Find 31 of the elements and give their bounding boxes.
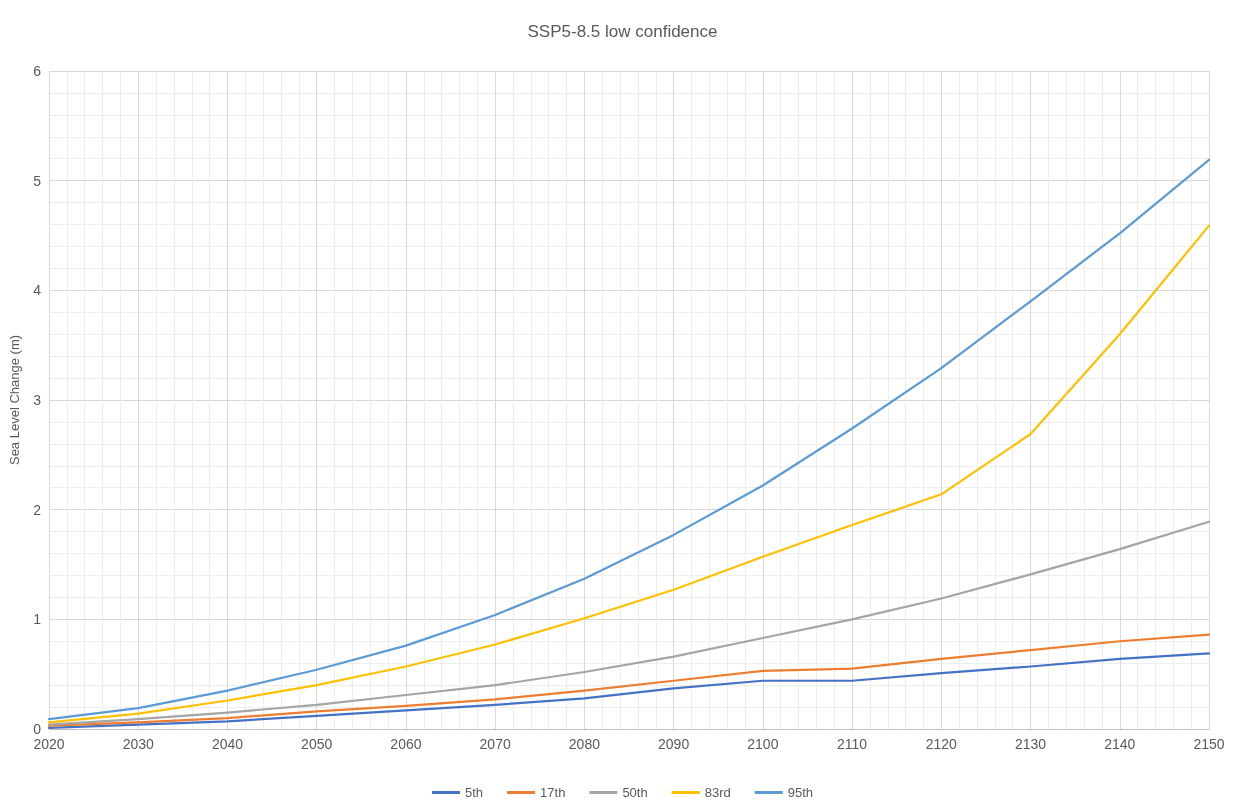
legend-label: 17th xyxy=(540,785,566,800)
x-tick-label: 2050 xyxy=(301,736,333,752)
y-tick-label: 5 xyxy=(33,172,42,189)
line-series xyxy=(47,520,1211,726)
y-tick-label: 3 xyxy=(33,392,42,408)
x-tick-label: 2100 xyxy=(747,736,779,752)
chart-title: SSP5-8.5 low confidence xyxy=(527,22,718,41)
x-tick-label: 2060 xyxy=(390,736,422,752)
x-tick-label: 2150 xyxy=(1193,736,1225,752)
line-series xyxy=(47,652,1211,729)
legend-label: 50th xyxy=(622,785,648,800)
x-tick-label: 2040 xyxy=(211,736,244,752)
legend-label: 95th xyxy=(787,785,814,800)
line-series xyxy=(47,633,1211,727)
y-tick-label: 4 xyxy=(33,282,42,299)
x-tick-label: 2130 xyxy=(1014,736,1047,752)
y-axis-title: Sea Level Change (m) xyxy=(7,334,22,466)
x-tick-label: 2090 xyxy=(658,736,690,752)
x-tick-label: 2070 xyxy=(479,736,511,752)
x-tick-label: 2120 xyxy=(925,736,958,752)
y-tick-label: 0 xyxy=(33,721,42,737)
x-tick-label: 2020 xyxy=(33,736,65,752)
x-tick-label: 2080 xyxy=(568,736,601,752)
y-tick-label: 2 xyxy=(33,501,42,518)
x-tick-label: 2030 xyxy=(122,736,155,752)
y-tick-label: 1 xyxy=(33,611,42,628)
y-tick-label: 6 xyxy=(33,63,42,79)
x-tick-label: 2140 xyxy=(1104,736,1136,752)
legend-label: 5th xyxy=(465,785,484,800)
x-tick-label: 2110 xyxy=(837,736,868,752)
legend-label: 83rd xyxy=(704,785,731,800)
